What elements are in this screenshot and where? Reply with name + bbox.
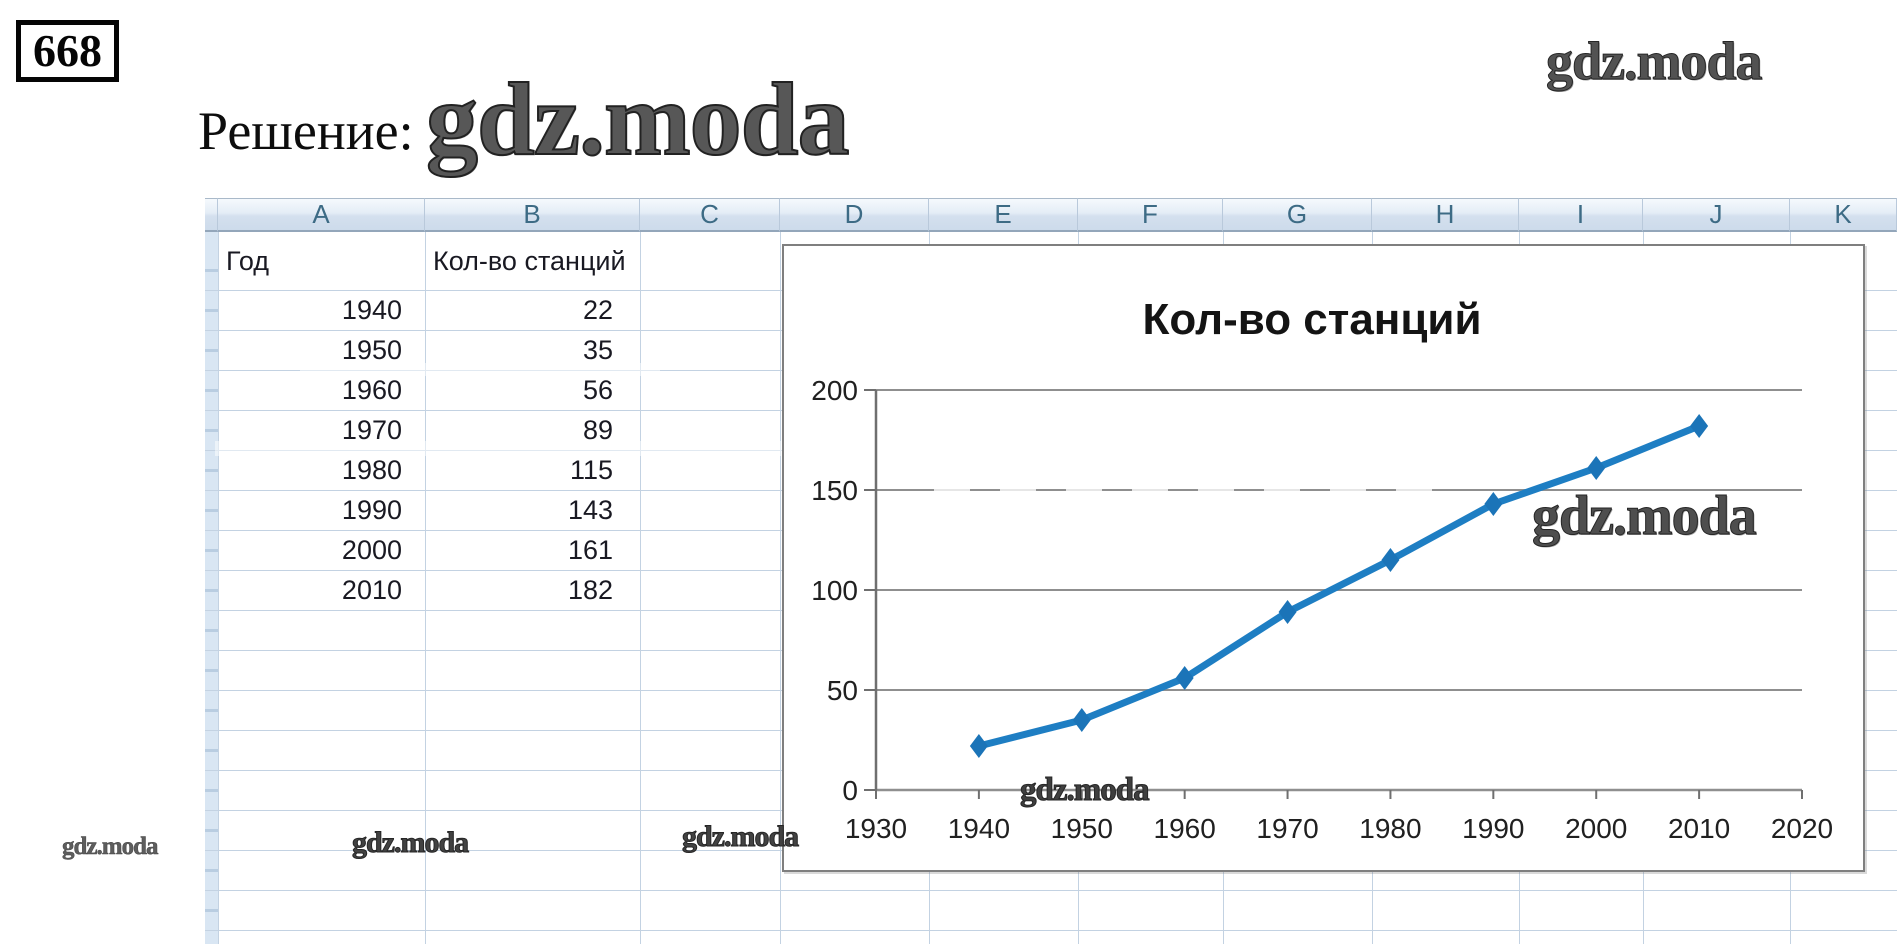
x-axis-label-2000: 2000 <box>1565 813 1627 844</box>
select-all-corner[interactable] <box>205 198 218 232</box>
cell-B3-value[interactable]: 35 <box>582 334 613 365</box>
watermark-after-solution: gdz.moda <box>425 62 850 177</box>
data-marker-1980[interactable] <box>1381 548 1400 572</box>
data-marker-1950[interactable] <box>1072 708 1091 732</box>
cell-B7-value[interactable]: 143 <box>567 494 613 525</box>
watermark-top-right: gdz.moda <box>1546 31 1764 91</box>
column-header-F[interactable]: F <box>1078 198 1223 232</box>
problem-number: 668 <box>33 25 102 76</box>
column-gridline <box>780 232 781 944</box>
data-marker-2010[interactable] <box>1690 414 1709 438</box>
column-header-K[interactable]: K <box>1790 198 1897 232</box>
cell-B9-value[interactable]: 182 <box>567 574 613 605</box>
x-axis-label-1990: 1990 <box>1462 813 1524 844</box>
data-marker-1960[interactable] <box>1175 666 1194 690</box>
y-axis-label-50: 50 <box>827 675 858 706</box>
x-axis-label-1960: 1960 <box>1154 813 1216 844</box>
cell-A3-year[interactable]: 1950 <box>341 334 402 365</box>
chart-container[interactable]: 0 50 100 150 200 1930 1940 1950 1960 1970 1980 1990… <box>782 244 1865 872</box>
x-axis-label-1940: 1940 <box>948 813 1010 844</box>
cell-A8-year[interactable]: 2000 <box>341 534 402 565</box>
cell-B6-value[interactable]: 115 <box>569 454 613 485</box>
cell-B5-value[interactable]: 89 <box>582 414 613 445</box>
data-marker-2000[interactable] <box>1587 456 1606 480</box>
x-axis-label-2020: 2020 <box>1771 813 1833 844</box>
watermark-bottom-center: gdz.moda <box>351 826 469 859</box>
y-axis-label-100: 100 <box>811 575 858 606</box>
cell-A9-year[interactable]: 2010 <box>341 574 402 605</box>
watermark-bottom-left: gdz.moda <box>62 833 159 860</box>
column-header-J[interactable]: J <box>1643 198 1790 232</box>
solution-label: Решение: <box>198 101 414 161</box>
x-axis-label-1970: 1970 <box>1256 813 1318 844</box>
y-axis-label-200: 200 <box>811 375 858 406</box>
row-gridline <box>205 930 1897 931</box>
y-axis-label-150: 150 <box>811 475 858 506</box>
cell-B8-value[interactable]: 161 <box>567 534 613 565</box>
data-marker-1990[interactable] <box>1484 492 1503 516</box>
column-gridline <box>640 232 641 944</box>
cell-A5-year[interactable]: 1970 <box>341 414 402 445</box>
column-header-I[interactable]: I <box>1519 198 1643 232</box>
cell-A2-year[interactable]: 1940 <box>341 294 402 325</box>
y-axis-label-0: 0 <box>842 775 858 806</box>
column-gridline <box>218 232 219 944</box>
cell-A4-year[interactable]: 1960 <box>341 374 402 405</box>
x-axis-label-1980: 1980 <box>1359 813 1421 844</box>
row-gridline <box>205 890 1897 891</box>
cell-B4-value[interactable]: 56 <box>582 374 613 405</box>
watermark-chart-axis: gdz.moda <box>1020 772 1151 808</box>
column-gridline <box>425 232 426 944</box>
chart-title[interactable]: Кол-во станций <box>1142 295 1481 344</box>
column-header-G[interactable]: G <box>1223 198 1372 232</box>
data-marker-1970[interactable] <box>1278 600 1297 624</box>
column-header-C[interactable]: C <box>640 198 780 232</box>
column-header-D[interactable]: D <box>780 198 929 232</box>
cell-B1-stations-header[interactable]: Кол-во станций <box>433 245 626 276</box>
column-header-H[interactable]: H <box>1372 198 1519 232</box>
column-header-A[interactable]: A <box>218 198 425 232</box>
line-chart: 0 50 100 150 200 1930 1940 1950 1960 1970 1980 1990… <box>811 295 1833 844</box>
row-header-strip[interactable] <box>205 232 219 944</box>
x-axis-label-1930: 1930 <box>845 813 907 844</box>
x-axis-label-2010: 2010 <box>1668 813 1730 844</box>
column-header-B[interactable]: B <box>425 198 640 232</box>
data-line-Кол-во станций[interactable] <box>975 422 1703 750</box>
white-ghost-band <box>300 363 660 376</box>
cell-B2-value[interactable]: 22 <box>582 294 613 325</box>
column-header-E[interactable]: E <box>929 198 1078 232</box>
cell-A6-year[interactable]: 1980 <box>341 454 402 485</box>
watermark-chart-middle: gdz.moda <box>1532 485 1758 547</box>
watermark-bottom-right: gdz.moda <box>681 820 799 853</box>
cell-A1-year-header[interactable]: Год <box>226 245 269 276</box>
cell-A7-year[interactable]: 1990 <box>341 494 402 525</box>
x-axis-label-1950: 1950 <box>1051 813 1113 844</box>
data-marker-1940[interactable] <box>969 734 988 758</box>
problem-number-box: 668 <box>16 20 119 82</box>
white-ghost-band <box>215 441 855 456</box>
